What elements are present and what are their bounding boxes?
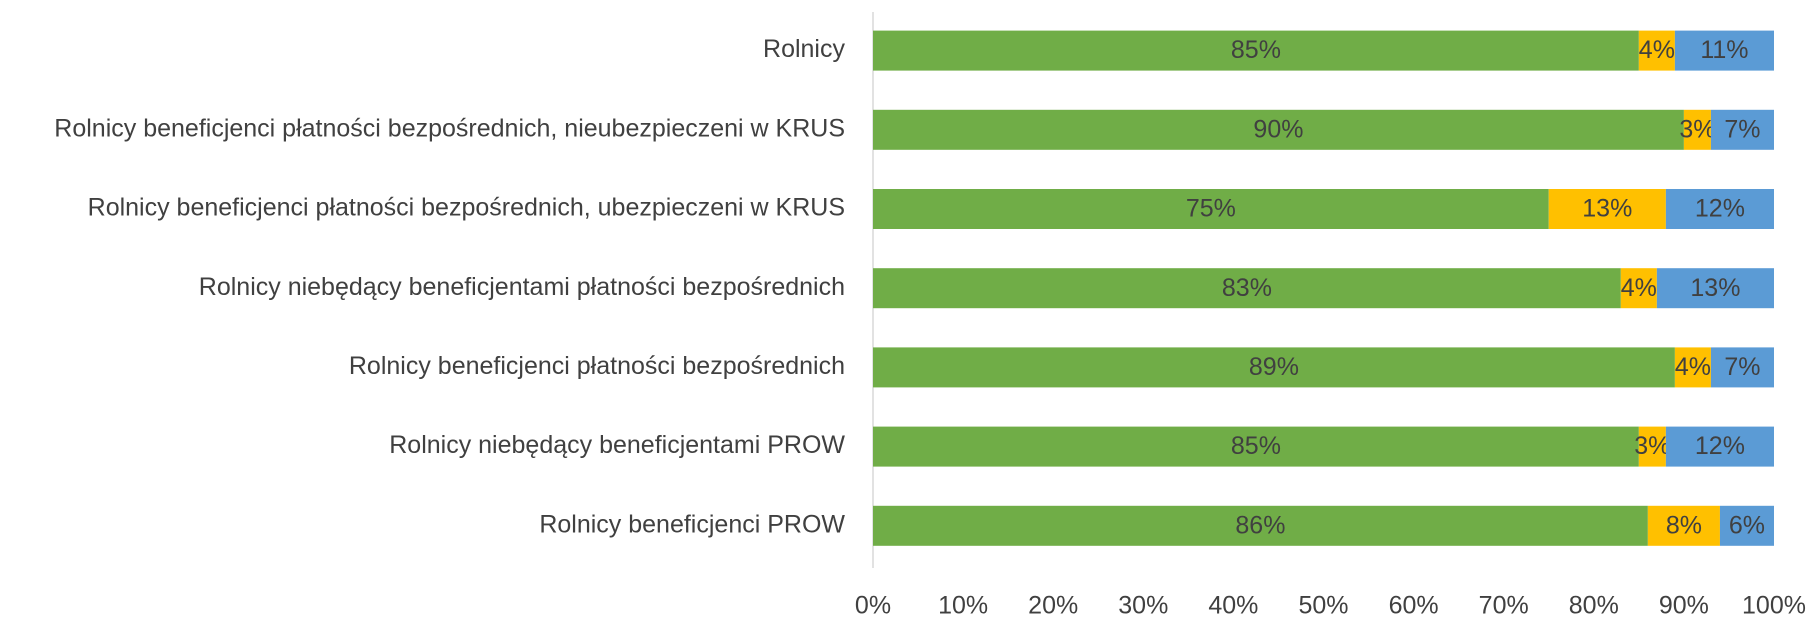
bar-segment (1710, 347, 1774, 388)
bar-segment (1656, 268, 1774, 309)
x-tick-label: 40% (1208, 592, 1258, 620)
data-label: 3% (1634, 432, 1670, 460)
bar-segment (873, 426, 1639, 467)
data-label: 4% (1675, 353, 1711, 381)
data-label: 90% (1253, 115, 1303, 143)
data-label: 11% (1700, 36, 1748, 64)
data-label: 3% (1679, 115, 1715, 143)
data-label: 75% (1186, 195, 1236, 223)
bar-segment (1674, 347, 1711, 388)
x-tick-label: 30% (1118, 592, 1168, 620)
data-label: 89% (1249, 353, 1299, 381)
x-tick-label: 50% (1298, 592, 1348, 620)
data-label: 4% (1621, 274, 1657, 302)
bar-segment (1548, 189, 1666, 229)
y-tick-label: Rolnicy beneficjenci płatności bezpośred… (349, 352, 845, 380)
bar-segment (1683, 109, 1711, 150)
y-tick-label: Rolnicy (763, 35, 845, 63)
x-tick-label: 60% (1389, 592, 1439, 620)
bar-segment (1665, 189, 1774, 229)
bar-segment (1719, 505, 1774, 546)
bar-segment (1638, 30, 1675, 71)
bar-segment (873, 347, 1675, 388)
data-label: 85% (1231, 36, 1281, 64)
y-tick-label: Rolnicy beneficjenci płatności bezpośred… (88, 194, 845, 222)
x-tick-label: 90% (1659, 592, 1709, 620)
bar-segment (873, 109, 1684, 150)
data-label: 86% (1235, 511, 1285, 539)
bar-segment (873, 268, 1621, 309)
x-tick-label: 0% (855, 592, 891, 620)
data-label: 13% (1582, 195, 1632, 223)
data-label: 12% (1695, 195, 1745, 223)
bar-segment (1620, 268, 1657, 309)
bar-segment (873, 30, 1639, 71)
x-tick-label: 70% (1479, 592, 1529, 620)
data-label: 85% (1231, 432, 1281, 460)
x-tick-label: 100% (1742, 592, 1806, 620)
bar-segment (1710, 109, 1774, 150)
bar-segment (1647, 505, 1720, 546)
data-label: 13% (1690, 274, 1740, 302)
bar-segment (1638, 426, 1666, 467)
x-tick-label: 10% (938, 592, 988, 620)
x-tick-label: 80% (1569, 592, 1619, 620)
y-tick-label: Rolnicy niebędący beneficjentami PROW (389, 431, 845, 459)
bar-segment (1674, 30, 1774, 71)
bar-segment (873, 189, 1549, 229)
bar-segment (1665, 426, 1774, 467)
bar-segment (873, 505, 1648, 546)
data-label: 7% (1724, 353, 1760, 381)
data-label: 7% (1724, 115, 1760, 143)
y-tick-label: Rolnicy beneficjenci PROW (539, 510, 845, 538)
y-tick-label: Rolnicy niebędący beneficjentami płatnoś… (199, 273, 845, 301)
data-label: 6% (1729, 511, 1765, 539)
y-tick-label: Rolnicy beneficjenci płatności bezpośred… (54, 114, 845, 142)
data-label: 4% (1639, 36, 1675, 64)
data-label: 8% (1666, 511, 1702, 539)
data-label: 12% (1695, 432, 1745, 460)
data-label: 83% (1222, 274, 1272, 302)
x-tick-label: 20% (1028, 592, 1078, 620)
